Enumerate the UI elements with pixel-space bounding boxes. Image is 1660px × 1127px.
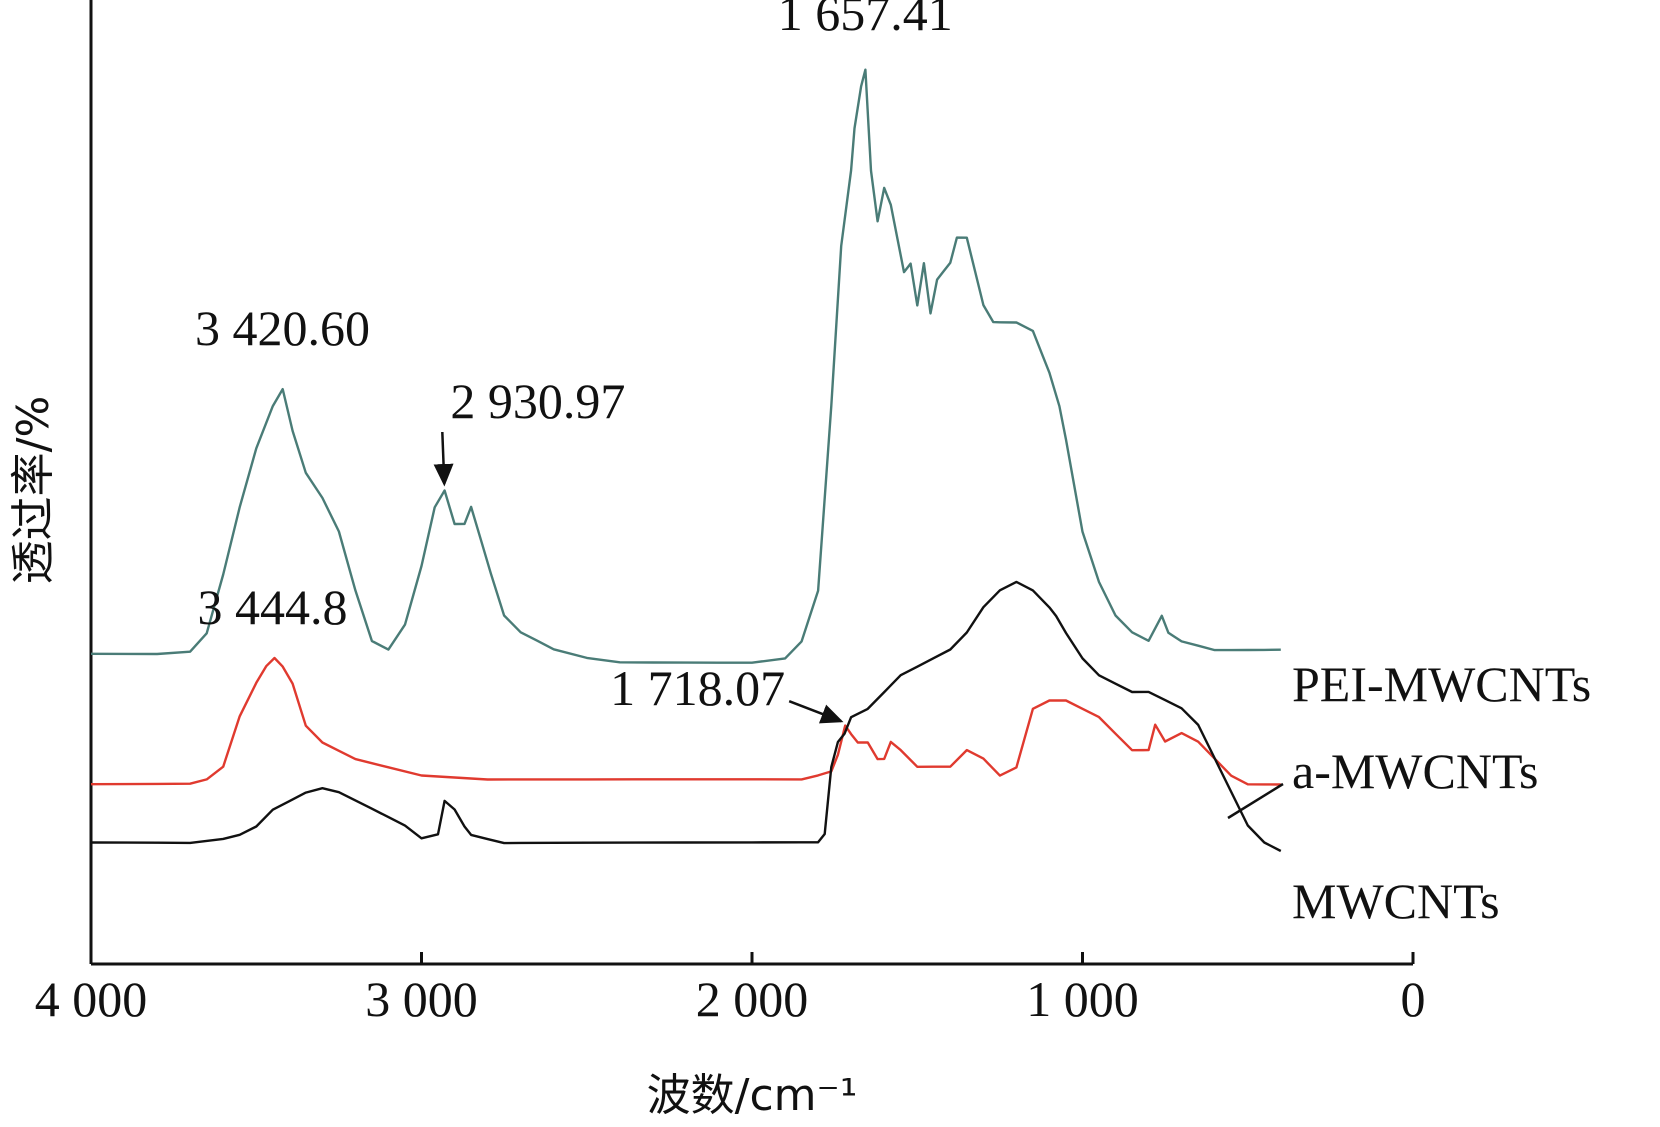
series-label: MWCNTs [1292,873,1500,929]
y-axis-title: 透过率/% [8,396,59,585]
peak-annotation: 3 444.8 [197,579,347,635]
x-tick-label: 0 [1401,971,1426,1027]
x-tick-label: 1 000 [1026,971,1139,1027]
series-lines [90,68,1282,853]
plot-area: 4 000 3 000 2 000 1 000 0 3 420.60 2 930.97 1 … [35,0,1591,1027]
x-tick-label: 4 000 [35,971,148,1027]
x-ticks: 4 000 3 000 2 000 1 000 0 [35,952,1426,1027]
series-line-pei-mwcnts [90,68,1281,664]
x-tick-label: 2 000 [696,971,809,1027]
series-label-leader [1227,782,1284,820]
annotation-arrow [788,700,844,724]
peak-annotation: 1 718.07 [610,660,785,716]
annotation-arrow [433,431,454,487]
series-label: PEI-MWCNTs [1292,656,1591,712]
peak-annotation: 1 657.41 [778,0,953,41]
x-tick-label: 3 000 [365,971,478,1027]
annotations: 3 420.60 2 930.97 1 657.41 3 444.8 1 718.07 [195,0,953,724]
peak-annotation: 3 420.60 [195,300,370,356]
series-line-mwcnts [90,580,1282,853]
series-labels: PEI-MWCNTs a-MWCNTs MWCNTs [1227,656,1591,929]
peak-annotation: 2 930.97 [450,373,625,429]
series-label: a-MWCNTs [1292,743,1538,799]
x-axis-title: 波数/cm⁻¹ [647,1070,858,1121]
series-line-a-mwcnts [90,656,1281,786]
